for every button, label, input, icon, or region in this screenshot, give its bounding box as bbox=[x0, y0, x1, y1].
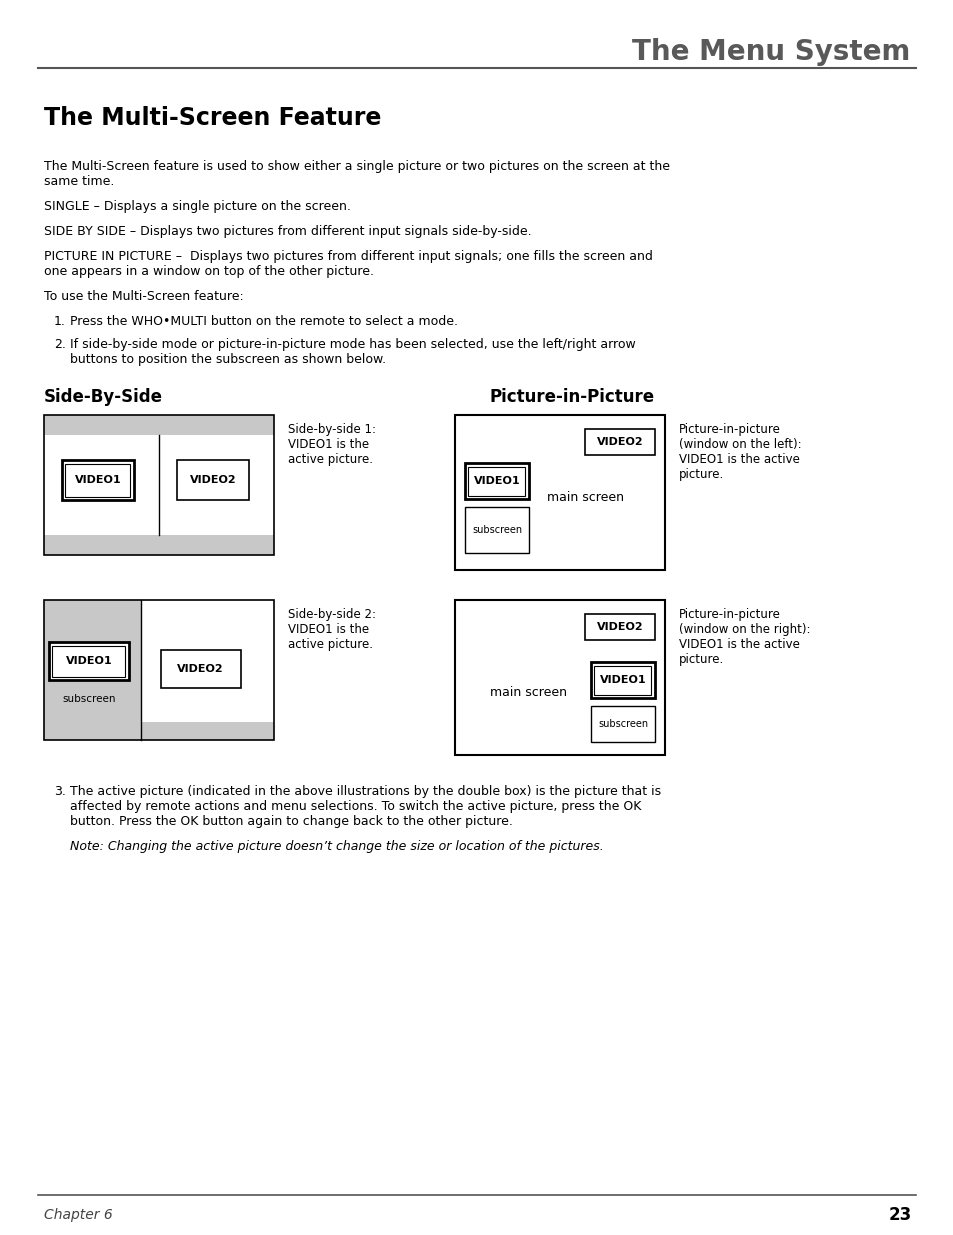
Text: same time.: same time. bbox=[44, 175, 114, 188]
Bar bbox=[49, 642, 129, 680]
Text: VIDEO1: VIDEO1 bbox=[474, 475, 519, 487]
Bar bbox=[44, 415, 274, 555]
Text: VIDEO2: VIDEO2 bbox=[596, 437, 642, 447]
Bar bbox=[62, 459, 133, 500]
Text: Side-by-side 2:
VIDEO1 is the
active picture.: Side-by-side 2: VIDEO1 is the active pic… bbox=[288, 608, 375, 651]
Bar bbox=[590, 706, 655, 742]
Text: The Multi-Screen Feature: The Multi-Screen Feature bbox=[44, 106, 381, 130]
Bar bbox=[590, 662, 655, 698]
Text: PICTURE IN PICTURE –  Displays two pictures from different input signals; one fi: PICTURE IN PICTURE – Displays two pictur… bbox=[44, 249, 652, 263]
Bar bbox=[44, 435, 274, 535]
Text: The active picture (indicated in the above illustrations by the double box) is t: The active picture (indicated in the abo… bbox=[70, 785, 660, 798]
Text: SIDE BY SIDE – Displays two pictures from different input signals side-by-side.: SIDE BY SIDE – Displays two pictures fro… bbox=[44, 225, 531, 238]
Text: Chapter 6: Chapter 6 bbox=[44, 1208, 112, 1221]
Text: VIDEO1: VIDEO1 bbox=[66, 656, 112, 666]
Bar bbox=[160, 650, 240, 688]
Text: The Multi-Screen feature is used to show either a single picture or two pictures: The Multi-Screen feature is used to show… bbox=[44, 161, 669, 173]
Bar bbox=[455, 600, 664, 755]
Text: If side-by-side mode or picture-in-picture mode has been selected, use the left/: If side-by-side mode or picture-in-pictu… bbox=[70, 338, 635, 351]
Bar bbox=[44, 722, 274, 740]
Bar bbox=[594, 666, 651, 694]
Text: affected by remote actions and menu selections. To switch the active picture, pr: affected by remote actions and menu sele… bbox=[70, 800, 640, 813]
Bar bbox=[44, 600, 140, 740]
Text: To use the Multi-Screen feature:: To use the Multi-Screen feature: bbox=[44, 290, 244, 303]
Text: 23: 23 bbox=[888, 1207, 911, 1224]
Bar bbox=[464, 463, 529, 499]
Bar bbox=[468, 467, 525, 495]
Text: main screen: main screen bbox=[546, 492, 623, 504]
Bar bbox=[52, 646, 126, 677]
Bar bbox=[464, 508, 529, 553]
Text: Picture-in-Picture: Picture-in-Picture bbox=[490, 388, 655, 406]
Text: VIDEO2: VIDEO2 bbox=[190, 475, 236, 485]
Bar bbox=[455, 415, 664, 571]
Text: Picture-in-picture
(window on the left):
VIDEO1 is the active
picture.: Picture-in-picture (window on the left):… bbox=[679, 424, 801, 480]
Bar bbox=[66, 463, 131, 496]
Text: one appears in a window on top of the other picture.: one appears in a window on top of the ot… bbox=[44, 266, 374, 278]
Bar bbox=[177, 459, 249, 500]
Text: Picture-in-picture
(window on the right):
VIDEO1 is the active
picture.: Picture-in-picture (window on the right)… bbox=[679, 608, 810, 666]
Bar bbox=[584, 429, 655, 454]
Text: main screen: main screen bbox=[490, 687, 566, 699]
Text: 3.: 3. bbox=[54, 785, 66, 798]
Text: Press the WHO•MULTI button on the remote to select a mode.: Press the WHO•MULTI button on the remote… bbox=[70, 315, 457, 329]
Text: VIDEO1: VIDEO1 bbox=[599, 676, 645, 685]
Text: subscreen: subscreen bbox=[62, 694, 115, 704]
Bar bbox=[44, 415, 274, 435]
Bar bbox=[44, 600, 274, 740]
Text: Side-by-side 1:
VIDEO1 is the
active picture.: Side-by-side 1: VIDEO1 is the active pic… bbox=[288, 424, 375, 466]
Text: 1.: 1. bbox=[54, 315, 66, 329]
Text: VIDEO1: VIDEO1 bbox=[74, 475, 121, 485]
Text: subscreen: subscreen bbox=[598, 719, 647, 729]
Text: Note: Changing the active picture doesn’t change the size or location of the pic: Note: Changing the active picture doesn’… bbox=[70, 840, 603, 853]
Bar bbox=[44, 535, 274, 555]
Text: 2.: 2. bbox=[54, 338, 66, 351]
Text: SINGLE – Displays a single picture on the screen.: SINGLE – Displays a single picture on th… bbox=[44, 200, 351, 212]
Bar bbox=[584, 614, 655, 640]
Bar bbox=[44, 600, 274, 740]
Text: VIDEO2: VIDEO2 bbox=[177, 664, 224, 674]
Text: The Menu System: The Menu System bbox=[631, 38, 909, 65]
Text: subscreen: subscreen bbox=[472, 525, 521, 535]
Text: button. Press the OK button again to change back to the other picture.: button. Press the OK button again to cha… bbox=[70, 815, 513, 827]
Text: VIDEO2: VIDEO2 bbox=[596, 622, 642, 632]
Text: Side-By-Side: Side-By-Side bbox=[44, 388, 163, 406]
Text: buttons to position the subscreen as shown below.: buttons to position the subscreen as sho… bbox=[70, 353, 386, 366]
